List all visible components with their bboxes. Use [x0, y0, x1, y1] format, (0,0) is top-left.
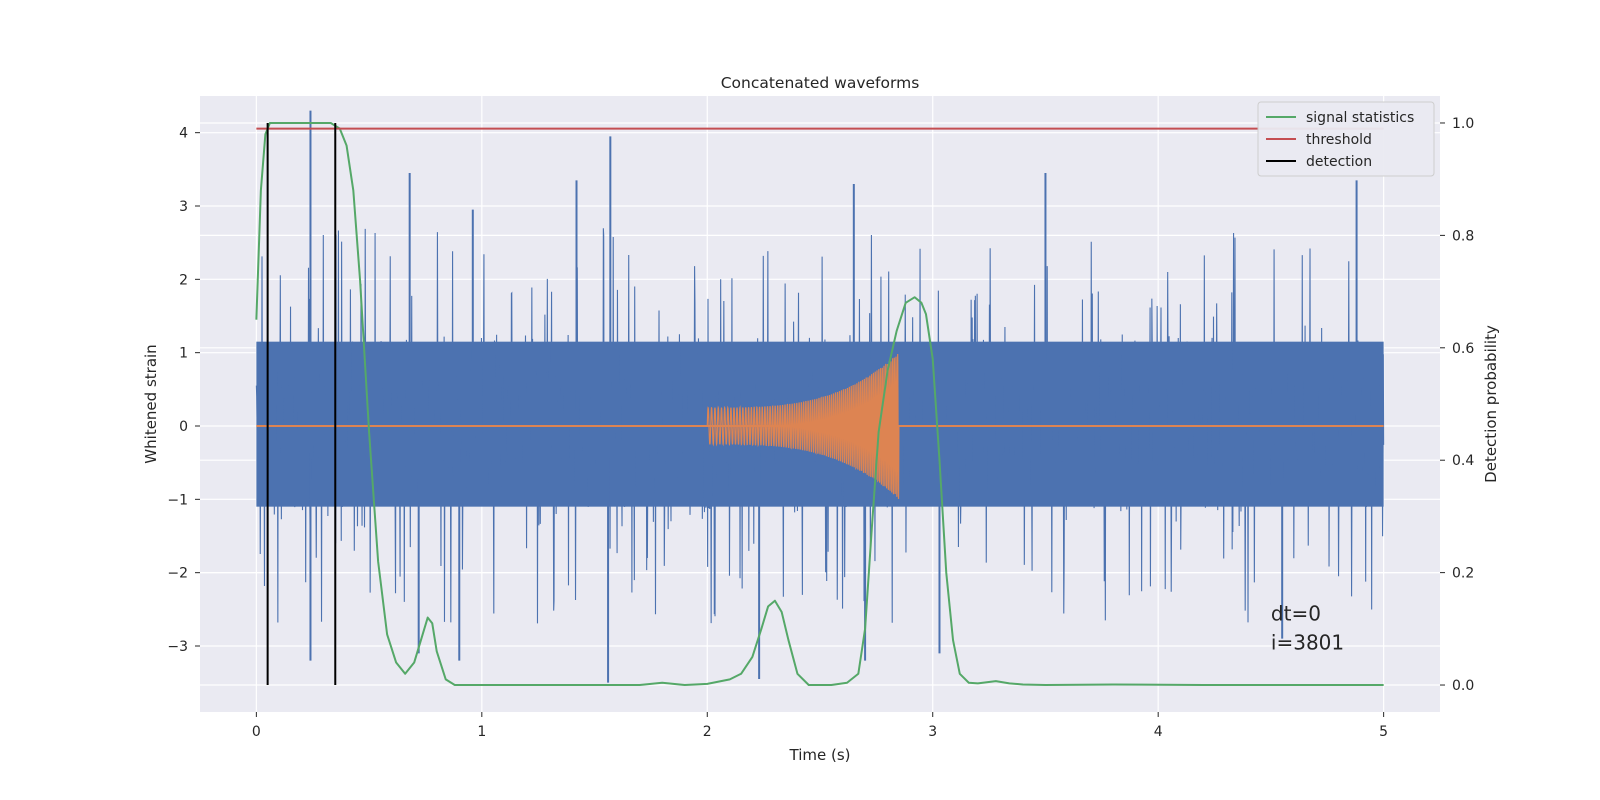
x-axis-label: Time (s) [789, 746, 851, 764]
x-tick-label: 2 [703, 724, 712, 740]
x-tick-label: 1 [477, 724, 486, 740]
template-series [256, 353, 1384, 499]
chart-title: Concatenated waveforms [721, 74, 920, 92]
x-tick-label: 4 [1154, 724, 1163, 740]
tick-labels: 0 1 2 3 4 5 −3 −2 −1 0 1 2 3 4 0.0 0.2 0.4 0.6 0.8 1.0 [167, 116, 1474, 740]
x-tick-label: 3 [928, 724, 937, 740]
y-tick-label: 4 [179, 126, 188, 142]
y-tick-label: −2 [167, 566, 188, 582]
signal-statistics-line [255, 121, 1384, 687]
detection-lines [266, 122, 337, 686]
y-tick-label: 1 [179, 346, 188, 362]
legend-label-detection: detection [1306, 154, 1372, 170]
x-tick-label: 0 [252, 724, 261, 740]
y2-tick-label: 0.8 [1452, 228, 1474, 244]
y2-tick-label: 0.4 [1452, 453, 1474, 469]
y2-tick-label: 1.0 [1452, 116, 1474, 132]
y2-tick-label: 0.0 [1452, 678, 1474, 694]
annotation-index: i=3801 [1271, 631, 1344, 655]
y-tick-label: 0 [179, 419, 188, 435]
legend-label-threshold: threshold [1306, 132, 1372, 148]
y-tick-label: −3 [167, 639, 188, 655]
y-tick-label: −1 [167, 492, 188, 508]
y2-tick-label: 0.2 [1452, 566, 1474, 582]
legend-box [1257, 101, 1435, 177]
legend: signal statistics threshold detection [1257, 101, 1435, 177]
y-tick-label: 2 [179, 272, 188, 288]
annotation-dt: dt=0 [1271, 601, 1321, 625]
legend-label-signal-statistics: signal statistics [1306, 110, 1414, 126]
y-tick-label: 3 [179, 199, 188, 215]
x-tick-label: 5 [1379, 724, 1388, 740]
y2-tick-label: 0.6 [1452, 341, 1474, 357]
probability-series [255, 121, 1384, 687]
y-axis-label: Whitened strain [142, 344, 160, 463]
template-chirp [706, 353, 900, 499]
annotation: dt=0 i=3801 [1271, 601, 1344, 654]
strain-line [255, 228, 1385, 624]
y2-axis-label: Detection probability [1482, 325, 1500, 483]
